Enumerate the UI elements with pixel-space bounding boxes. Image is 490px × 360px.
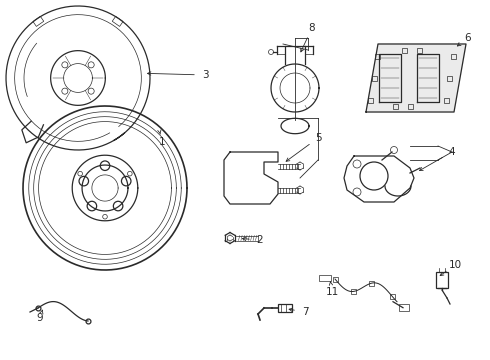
Polygon shape [366, 44, 466, 112]
Bar [390, 294, 395, 299]
Bar [112, 16, 123, 26]
Bar [408, 104, 413, 108]
Text: 10: 10 [448, 260, 462, 270]
Text: 11: 11 [325, 287, 339, 297]
Bar [402, 48, 408, 53]
Bar [371, 76, 376, 81]
Text: 3: 3 [202, 70, 208, 80]
Bar [392, 104, 397, 108]
Text: 8: 8 [309, 23, 315, 33]
Text: 5: 5 [315, 133, 321, 143]
Bar [333, 276, 338, 282]
Bar [417, 48, 422, 53]
Text: 2: 2 [257, 235, 263, 245]
Bar [278, 304, 292, 312]
Text: 9: 9 [37, 313, 43, 323]
Text: 6: 6 [465, 33, 471, 43]
Bar [375, 54, 380, 59]
Bar [33, 16, 44, 26]
Bar [443, 98, 449, 103]
Bar [351, 289, 356, 294]
Bar [368, 98, 372, 103]
Bar [451, 54, 456, 59]
Text: 1: 1 [159, 137, 165, 147]
Bar [447, 76, 452, 81]
Text: 4: 4 [449, 147, 455, 157]
Bar [436, 272, 448, 288]
Bar [399, 304, 409, 311]
Bar [369, 281, 374, 286]
Bar [319, 275, 331, 281]
Text: 7: 7 [302, 307, 308, 317]
